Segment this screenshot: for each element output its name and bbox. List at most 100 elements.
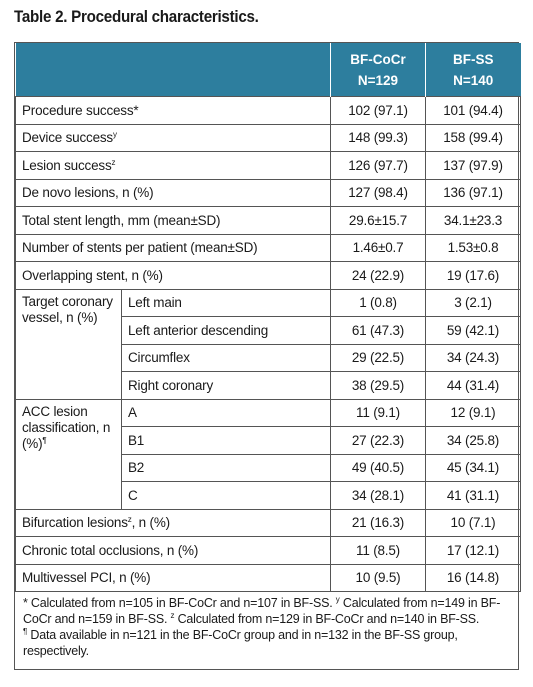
footnote-text: Data available in n=121 in the BF-CoCr g…: [23, 628, 458, 658]
footnote-marker: y: [112, 130, 117, 140]
footnote-marker: z: [127, 515, 132, 525]
value-bf-cocr: 1 (0.8): [330, 288, 426, 317]
value-bf-ss: 158 (99.4): [425, 123, 521, 152]
row-label: Number of stents per patient (mean±SD): [15, 233, 331, 262]
value-bf-cocr: 29 (22.5): [330, 343, 426, 372]
value-bf-cocr: 24 (22.9): [330, 261, 426, 290]
value-bf-ss: 34.1±23.3: [425, 206, 521, 235]
table-row: Overlapping stent, n (%) 24 (22.9) 19 (1…: [15, 261, 521, 290]
footnote-text: * Calculated from n=105 in BF-CoCr and n…: [23, 596, 336, 610]
header-bf-cocr: BF-CoCr N=129: [330, 43, 426, 97]
value-bf-ss: 12 (9.1): [425, 398, 521, 427]
table-row: Lesion successz 126 (97.7) 137 (97.9): [15, 151, 521, 180]
table-row: Right coronary 38 (29.5) 44 (31.4): [16, 371, 521, 400]
value-bf-ss: 136 (97.1): [425, 178, 521, 207]
row-label: Multivessel PCI, n (%): [15, 563, 331, 592]
value-bf-cocr: 148 (99.3): [330, 123, 426, 152]
value-bf-ss: 59 (42.1): [425, 316, 521, 345]
value-bf-ss: 34 (24.3): [425, 343, 521, 372]
row-label: Procedure success*: [15, 96, 331, 125]
footnote-marker: y: [335, 595, 340, 604]
sub-row-label: Circumflex: [121, 343, 331, 372]
sub-row-label: Left main: [121, 288, 331, 317]
value-bf-ss: 19 (17.6): [425, 261, 521, 290]
value-bf-ss: 41 (31.1): [425, 481, 521, 510]
group-label-target-vessel: Target coronary vessel, n (%): [15, 288, 122, 400]
value-bf-cocr: 10 (9.5): [330, 563, 426, 592]
sub-row-label: C: [121, 481, 331, 510]
row-label: Chronic total occlusions, n (%): [15, 536, 331, 565]
table-footnote: * Calculated from n=105 in BF-CoCr and n…: [15, 591, 518, 663]
value-bf-cocr: 102 (97.1): [330, 96, 426, 125]
table-row: Number of stents per patient (mean±SD) 1…: [15, 233, 521, 262]
footnote-marker: ¶: [42, 435, 47, 445]
value-bf-cocr: 11 (8.5): [330, 536, 426, 565]
value-bf-ss: 45 (34.1): [425, 453, 521, 482]
table-row: Device successy 148 (99.3) 158 (99.4): [15, 123, 521, 152]
row-label: Total stent length, mm (mean±SD): [15, 206, 331, 235]
footnote-marker: z: [111, 157, 116, 167]
row-label-tail: , n (%): [131, 515, 171, 531]
value-bf-cocr: 27 (22.3): [330, 426, 426, 455]
table-row: B2 49 (40.5) 45 (34.1): [16, 453, 521, 482]
header-blank-cell: [15, 43, 331, 97]
footnote-marker: ¶: [23, 627, 28, 636]
table-row: ACC lesion classification, n (%)¶ A 11 (…: [15, 398, 521, 510]
table-row: Procedure success* 102 (97.1) 101 (94.4): [15, 96, 521, 125]
footnote-text: Calculated from n=129 in BF-CoCr and n=1…: [174, 612, 480, 626]
table-title: Table 2. Procedural characteristics.: [14, 8, 259, 26]
value-bf-cocr: 1.46±0.7: [330, 233, 426, 262]
value-bf-ss: 17 (12.1): [425, 536, 521, 565]
value-bf-cocr: 61 (47.3): [330, 316, 426, 345]
value-bf-ss: 137 (97.9): [425, 151, 521, 180]
row-label: De novo lesions, n (%): [15, 178, 331, 207]
header-bf-ss-name: BF-SS: [453, 51, 494, 67]
group-label-acc-text: ACC lesion classification, n (%): [22, 403, 111, 451]
footnote-text: Calculated from n=149 in BF-CoCr and n=1…: [23, 596, 501, 626]
row-label-text: Bifurcation lesions: [22, 515, 128, 531]
row-label: Overlapping stent, n (%): [15, 261, 331, 290]
table-row: Total stent length, mm (mean±SD) 29.6±15…: [15, 206, 521, 235]
table-row: C 34 (28.1) 41 (31.1): [16, 481, 521, 510]
value-bf-cocr: 21 (16.3): [330, 508, 426, 537]
table-row: Circumflex 29 (22.5) 34 (24.3): [16, 343, 521, 372]
sub-row-label: Right coronary: [121, 371, 331, 400]
value-bf-ss: 16 (14.8): [425, 563, 521, 592]
value-bf-ss: 1.53±0.8: [425, 233, 521, 262]
sub-row-label: A: [121, 398, 331, 427]
table-row: Bifurcation lesionsz, n (%) 21 (16.3) 10…: [15, 508, 521, 537]
row-label-text: Device success: [22, 130, 113, 146]
row-label: Bifurcation lesionsz, n (%): [15, 508, 331, 537]
sub-row-label: Left anterior descending: [121, 316, 331, 345]
table-row: Target coronary vessel, n (%) Left main …: [15, 288, 521, 400]
row-label-text: Lesion success: [22, 157, 112, 173]
row-label: Device successy: [15, 123, 331, 152]
table-row: De novo lesions, n (%) 127 (98.4) 136 (9…: [15, 178, 521, 207]
value-bf-cocr: 34 (28.1): [330, 481, 426, 510]
table-row: Multivessel PCI, n (%) 10 (9.5) 16 (14.8…: [15, 563, 521, 592]
row-label: Lesion successz: [15, 151, 331, 180]
value-bf-cocr: 11 (9.1): [330, 398, 426, 427]
procedural-characteristics-table: BF-CoCr N=129 BF-SS N=140 Procedure succ…: [15, 43, 521, 592]
value-bf-ss: 3 (2.1): [425, 288, 521, 317]
header-bf-ss-n: N=140: [453, 72, 494, 88]
sub-row-label: B2: [121, 453, 331, 482]
header-bf-cocr-name: BF-CoCr: [350, 51, 406, 67]
header-bf-ss: BF-SS N=140: [425, 43, 521, 97]
value-bf-ss: 34 (25.8): [425, 426, 521, 455]
value-bf-cocr: 49 (40.5): [330, 453, 426, 482]
value-bf-ss: 101 (94.4): [425, 96, 521, 125]
value-bf-ss: 10 (7.1): [425, 508, 521, 537]
value-bf-cocr: 127 (98.4): [330, 178, 426, 207]
table-row: B1 27 (22.3) 34 (25.8): [16, 426, 521, 455]
value-bf-cocr: 126 (97.7): [330, 151, 426, 180]
header-bf-cocr-n: N=129: [357, 72, 399, 88]
table-row: Chronic total occlusions, n (%) 11 (8.5)…: [15, 536, 521, 565]
value-bf-ss: 44 (31.4): [425, 371, 521, 400]
footnote-marker: z: [170, 611, 175, 620]
value-bf-cocr: 29.6±15.7: [330, 206, 426, 235]
sub-row-label: B1: [121, 426, 331, 455]
group-label-acc: ACC lesion classification, n (%)¶: [15, 398, 122, 510]
table-row: Left anterior descending 61 (47.3) 59 (4…: [16, 316, 521, 345]
table-frame: BF-CoCr N=129 BF-SS N=140 Procedure succ…: [14, 42, 521, 670]
